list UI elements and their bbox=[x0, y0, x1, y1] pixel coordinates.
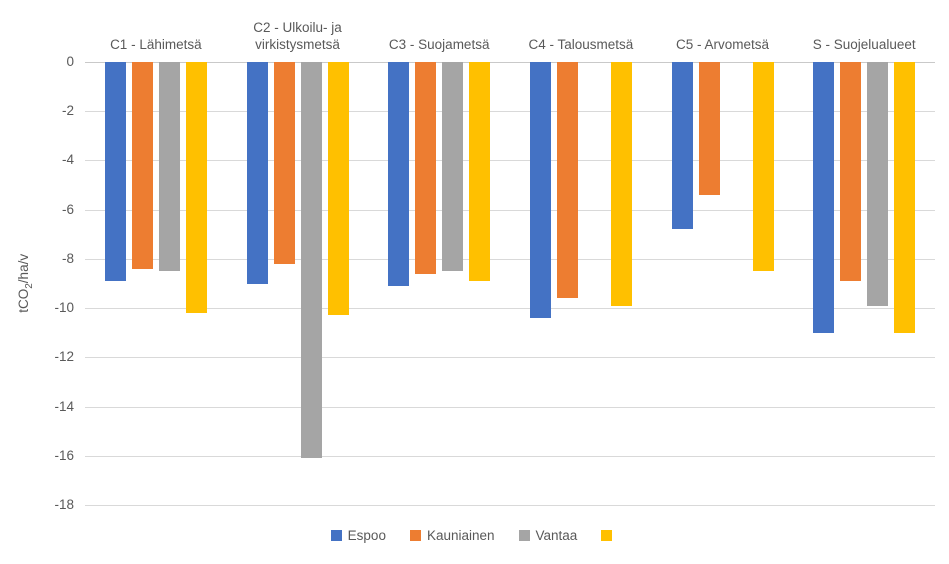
y-tick-label: -4 bbox=[61, 152, 74, 168]
gridline bbox=[85, 505, 935, 506]
y-tick-label: -8 bbox=[61, 250, 74, 266]
bar bbox=[158, 62, 180, 272]
bar bbox=[415, 62, 437, 274]
y-tick-label: -6 bbox=[61, 201, 74, 217]
bar bbox=[813, 62, 835, 333]
category-cell: C1 - Lähimetsä bbox=[85, 6, 227, 54]
legend-label: Vantaa bbox=[535, 528, 578, 543]
y-tick-label: -18 bbox=[54, 497, 74, 512]
gridline bbox=[85, 160, 935, 162]
bar bbox=[469, 62, 491, 282]
category-label: C4 - Talousmetsä bbox=[528, 37, 634, 53]
bar bbox=[442, 62, 464, 272]
bar bbox=[246, 62, 268, 284]
legend-swatch bbox=[601, 530, 613, 541]
y-tick-label: -2 bbox=[61, 103, 74, 119]
legend-item: Vantaa bbox=[518, 528, 578, 543]
category-cell: C4 - Talousmetsä bbox=[510, 6, 652, 54]
bar bbox=[529, 62, 551, 318]
bar bbox=[840, 62, 862, 282]
category-label: C2 - Ulkoilu- ja virkistysmetsä bbox=[253, 19, 342, 53]
y-tick-label: -14 bbox=[54, 398, 74, 414]
gridline bbox=[85, 406, 935, 408]
gridline bbox=[85, 455, 935, 457]
bar bbox=[104, 62, 126, 282]
legend-label: Espoo bbox=[347, 528, 386, 543]
legend-label: Kauniainen bbox=[426, 528, 495, 543]
gridline bbox=[85, 62, 935, 63]
y-tick-label: -16 bbox=[54, 447, 74, 463]
bar bbox=[327, 62, 349, 316]
y-tick-label: 0 bbox=[66, 54, 74, 69]
gridline bbox=[85, 258, 935, 260]
category-label: C5 - Arvometsä bbox=[676, 37, 770, 53]
category-cell: S - Suojelualueet bbox=[793, 6, 935, 54]
gridline bbox=[85, 308, 935, 310]
bar bbox=[671, 62, 693, 230]
bar bbox=[752, 62, 774, 272]
legend-item: Espoo bbox=[330, 528, 386, 543]
gridline bbox=[85, 111, 935, 113]
bar bbox=[556, 62, 578, 299]
bar bbox=[894, 62, 916, 333]
category-cell: C2 - Ulkoilu- ja virkistysmetsä bbox=[227, 6, 369, 54]
bar bbox=[610, 62, 632, 306]
y-tick-label: -10 bbox=[54, 300, 74, 316]
category-label: S - Suojelualueet bbox=[812, 37, 916, 53]
gridline bbox=[85, 357, 935, 359]
y-axis-title: tCO2/ha/v bbox=[12, 62, 38, 505]
legend: Espoo Kauniainen Vantaa bbox=[0, 528, 949, 543]
legend-item bbox=[601, 530, 618, 541]
category-label: C3 - Suojametsä bbox=[388, 37, 490, 53]
legend-swatch bbox=[330, 530, 342, 541]
bar bbox=[131, 62, 153, 269]
bar bbox=[388, 62, 410, 286]
bar bbox=[185, 62, 207, 314]
category-cell: C3 - Suojametsä bbox=[368, 6, 510, 54]
category-labels-row: C1 - Lähimetsä C2 - Ulkoilu- ja virkistys… bbox=[85, 6, 935, 54]
legend-swatch bbox=[409, 530, 421, 541]
category-cell: C5 - Arvometsä bbox=[652, 6, 794, 54]
legend-item: Kauniainen bbox=[409, 528, 495, 543]
legend-swatch bbox=[518, 530, 530, 541]
category-label: C1 - Lähimetsä bbox=[110, 37, 202, 53]
y-tick-label: -12 bbox=[54, 349, 74, 365]
gridline bbox=[85, 209, 935, 211]
bar bbox=[273, 62, 295, 264]
bar bbox=[300, 62, 322, 459]
bar bbox=[698, 62, 720, 195]
bar bbox=[867, 62, 889, 306]
